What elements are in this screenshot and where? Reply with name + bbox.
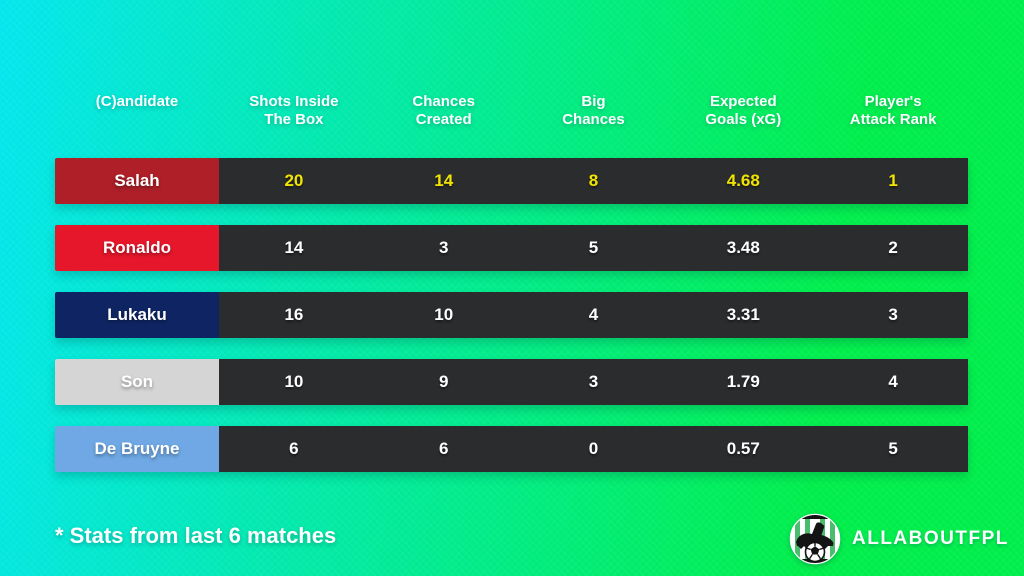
player-name-cell: Son [55, 359, 219, 405]
stat-cell: 5 [518, 225, 669, 271]
column-header-chances: Chances Created [412, 93, 475, 128]
stat-cell: 3.48 [668, 225, 819, 271]
allaboutfpl-logo-icon [789, 513, 841, 565]
stat-cell: 4 [518, 292, 669, 338]
stat-cell: 1 [818, 158, 968, 204]
stat-cell: 6 [368, 426, 519, 472]
column-header-big-chances: Big Chances [562, 93, 625, 128]
table-row-salah: Salah 20 14 8 4.68 1 [55, 158, 968, 204]
stats-footnote: * Stats from last 6 matches [55, 523, 337, 548]
stat-cell: 9 [368, 359, 519, 405]
stat-cell: 3.31 [668, 292, 819, 338]
stats-table: (C)andidate Shots Inside The Box Chances… [55, 93, 968, 493]
stat-cell: 3 [368, 225, 519, 271]
stat-cell: 6 [219, 426, 369, 472]
player-name-cell: Ronaldo [55, 225, 219, 271]
table-row-de-bruyne: De Bruyne 6 6 0 0.57 5 [55, 426, 968, 472]
stat-cell: 8 [518, 158, 669, 204]
player-name-cell: De Bruyne [55, 426, 219, 472]
column-header-attack-rank: Player's Attack Rank [849, 93, 937, 128]
stat-cell: 16 [219, 292, 369, 338]
player-name-cell: Salah [55, 158, 219, 204]
stat-cell: 1.79 [668, 359, 819, 405]
stat-cell: 10 [219, 359, 369, 405]
stat-cell: 4.68 [668, 158, 819, 204]
stat-cell: 2 [818, 225, 968, 271]
stat-cell: 5 [818, 426, 968, 472]
table-row-lukaku: Lukaku 16 10 4 3.31 3 [55, 292, 968, 338]
stat-cell: 4 [818, 359, 968, 405]
stat-cell: 14 [368, 158, 519, 204]
stat-cell: 10 [368, 292, 519, 338]
table-row-son: Son 10 9 3 1.79 4 [55, 359, 968, 405]
stat-cell: 0 [518, 426, 669, 472]
column-header-shots: Shots Inside The Box [249, 93, 339, 128]
stat-cell: 0.57 [668, 426, 819, 472]
column-header-candidate: (C)andidate [95, 93, 179, 110]
stat-cell: 14 [219, 225, 369, 271]
stat-cell: 20 [219, 158, 369, 204]
column-header-xg: Expected Goals (xG) [705, 93, 782, 128]
brand-name: ALLABOUTFPL [852, 528, 1009, 549]
table-header-row: (C)andidate Shots Inside The Box Chances… [55, 93, 968, 129]
player-name-cell: Lukaku [55, 292, 219, 338]
stat-cell: 3 [818, 292, 968, 338]
brand-lockup: ALLABOUTFPL [789, 513, 1009, 565]
table-row-ronaldo: Ronaldo 14 3 5 3.48 2 [55, 225, 968, 271]
stat-cell: 3 [518, 359, 669, 405]
